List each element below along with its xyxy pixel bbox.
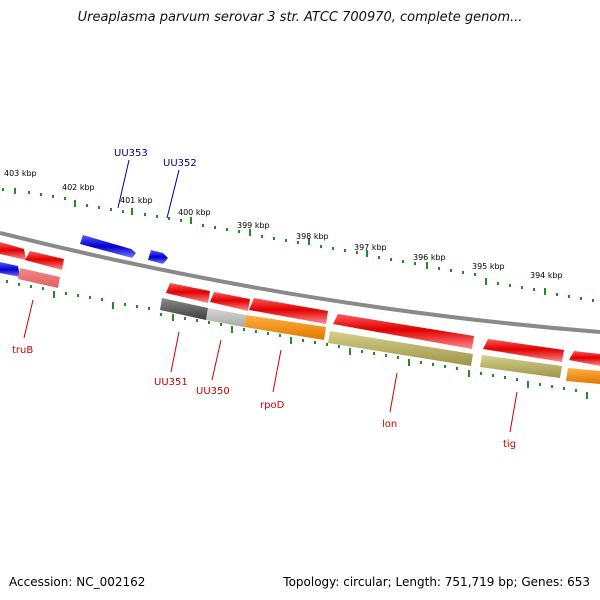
accession-text: Accession: NC_002162 xyxy=(9,575,146,589)
gene-uu353[interactable] xyxy=(80,235,136,258)
reverse-labels: truB UU351 UU350 rpoD lon tig xyxy=(12,345,516,450)
scale-label: 403 kbp xyxy=(4,169,37,178)
gene-label-uu351: UU351 xyxy=(154,377,188,388)
reverse-genes xyxy=(0,242,600,366)
bar-right-edge[interactable] xyxy=(566,368,600,384)
forward-leaders xyxy=(117,159,180,219)
genome-backbone xyxy=(0,231,600,334)
bar-rpoD[interactable] xyxy=(244,315,326,340)
genome-summary: Topology: circular; Length: 751,719 bp; … xyxy=(283,575,590,589)
scale-label: 399 kbp xyxy=(237,221,270,230)
bar-tig[interactable] xyxy=(480,355,562,378)
gene-right-edge[interactable] xyxy=(569,351,600,366)
gene-label-rpoD: rpoD xyxy=(260,400,285,411)
scale-label: 396 kbp xyxy=(413,253,446,262)
gene-uu350[interactable] xyxy=(210,292,250,311)
gene-lon[interactable] xyxy=(333,314,474,349)
scale-label: 400 kbp xyxy=(178,208,211,217)
gene-label-uu350: UU350 xyxy=(196,386,230,397)
gene-left-3[interactable] xyxy=(0,262,20,277)
scale-labels: 403 kbp 402 kbp 401 kbp 400 kbp 399 kbp … xyxy=(4,169,563,280)
gene-uu351[interactable] xyxy=(166,283,210,303)
gene-label-truB: truB xyxy=(12,345,33,356)
gene-tig[interactable] xyxy=(483,339,564,362)
gene-rpoD[interactable] xyxy=(249,298,328,324)
scale-label: 397 kbp xyxy=(354,243,387,252)
gene-label-uu352: UU352 xyxy=(163,158,197,169)
scale-label: 398 kbp xyxy=(296,232,329,241)
forward-labels: UU353 UU352 xyxy=(114,148,197,169)
gene-label-tig: tig xyxy=(503,439,516,450)
map-title: Ureaplasma parvum serovar 3 str. ATCC 70… xyxy=(77,10,523,25)
bar-uu350[interactable] xyxy=(206,308,246,327)
bar-uu351[interactable] xyxy=(160,298,208,320)
category-bars xyxy=(160,298,600,384)
scale-label: 395 kbp xyxy=(472,262,505,271)
gene-uu352[interactable] xyxy=(148,250,168,264)
gene-truB-bar[interactable] xyxy=(18,268,60,288)
gene-left-1[interactable] xyxy=(0,242,26,260)
scale-label: 401 kbp xyxy=(120,196,153,205)
gene-label-uu353: UU353 xyxy=(114,148,148,159)
scale-label: 402 kbp xyxy=(62,183,95,192)
reverse-leaders xyxy=(23,299,518,433)
inner-tick-ring xyxy=(6,280,588,399)
scale-label: 394 kbp xyxy=(530,271,563,280)
gene-label-lon: lon xyxy=(382,419,397,430)
gene-left-2[interactable] xyxy=(25,251,64,270)
outer-tick-ring xyxy=(2,188,594,302)
bar-lon[interactable] xyxy=(328,331,473,366)
forward-genes xyxy=(80,235,168,264)
